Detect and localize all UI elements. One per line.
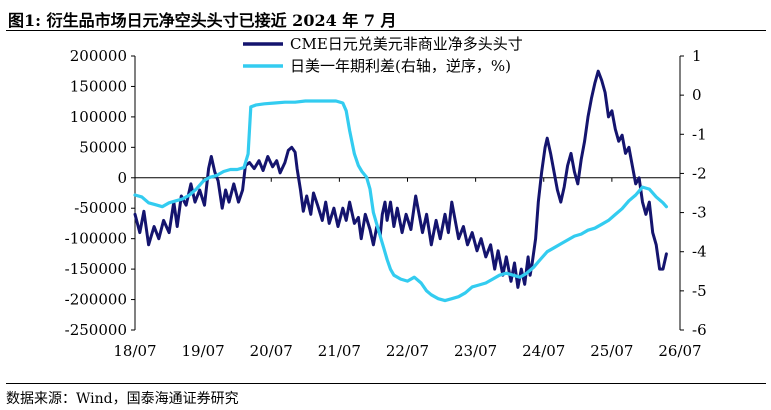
legend-label-cme: CME日元兑美元非商业净多头头寸	[290, 35, 523, 53]
right-tick-label: -3	[692, 204, 707, 222]
right-tick-label: -2	[692, 164, 707, 182]
x-tick-label: 19/07	[182, 342, 225, 360]
x-tick-label: 22/07	[386, 342, 429, 360]
left-tick-label: -200000	[65, 291, 127, 309]
left-tick-label: 50000	[79, 138, 127, 156]
footer: 数据来源：Wind，国泰海通证券研究	[6, 383, 766, 407]
title-bar: 图1: 衍生品市场日元净空头头寸已接近 2024 年 7 月	[6, 4, 766, 31]
right-tick-label: 1	[692, 47, 702, 65]
left-tick-label: 150000	[70, 77, 127, 95]
x-tick-label: 20/07	[250, 342, 293, 360]
x-tick-label: 21/07	[318, 342, 361, 360]
x-tick-label: 25/07	[590, 342, 633, 360]
chart-title: 图1: 衍生品市场日元净空头头寸已接近 2024 年 7 月	[8, 11, 397, 30]
source-note: 数据来源：Wind，国泰海通证券研究	[6, 391, 239, 407]
right-tick-label: -5	[692, 282, 707, 300]
x-tick-label: 18/07	[113, 342, 156, 360]
left-tick-label: -150000	[65, 260, 127, 278]
left-tick-label: -50000	[74, 199, 127, 217]
chart-area: 200000 150000 100000 50000 0 -50000 -100000 -15…	[0, 30, 771, 382]
left-tick-label: 200000	[70, 47, 127, 65]
legend-label-spread: 日美一年期利差(右轴，逆序，%)	[290, 57, 511, 75]
right-tick-label: 0	[692, 86, 702, 104]
x-tick-label: 23/07	[454, 342, 497, 360]
x-tick-label: 26/07	[658, 342, 701, 360]
right-tick-label: -1	[692, 125, 707, 143]
left-tick-label: 0	[117, 169, 127, 187]
left-tick-label: 100000	[70, 108, 127, 126]
series-line-cme-net-position	[133, 69, 668, 289]
right-tick-label: -6	[692, 321, 707, 339]
line-chart: 200000 150000 100000 50000 0 -50000 -100000 -15…	[65, 35, 707, 360]
right-tick-label: -4	[692, 243, 707, 261]
left-tick-label: -100000	[65, 230, 127, 248]
x-tick-label: 24/07	[522, 342, 565, 360]
series-line-rate-spread	[133, 99, 668, 303]
left-tick-label: -250000	[65, 321, 127, 339]
